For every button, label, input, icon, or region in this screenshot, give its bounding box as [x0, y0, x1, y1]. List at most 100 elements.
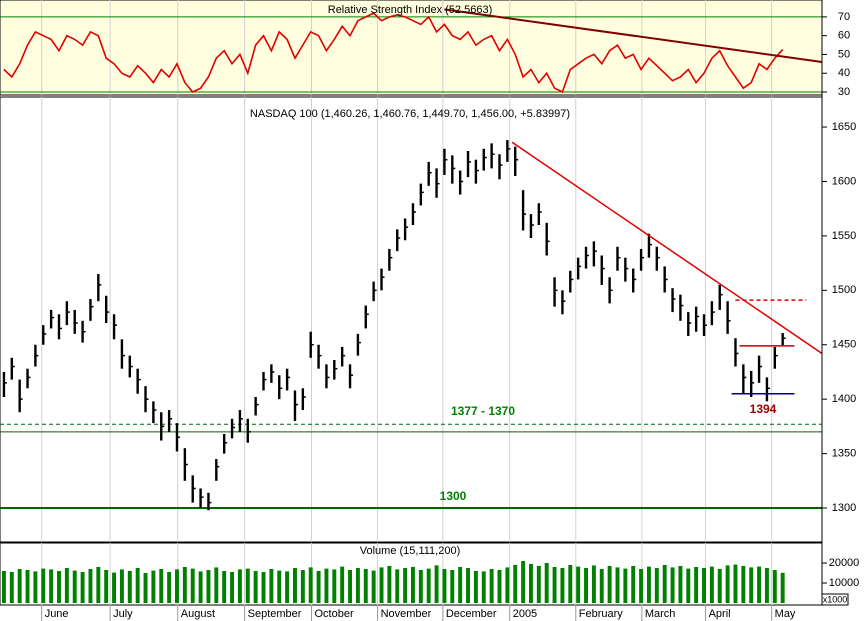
volume-bar	[33, 571, 38, 603]
volume-bar	[434, 565, 439, 603]
volume-bar	[450, 570, 455, 603]
volume-bar	[167, 572, 172, 603]
volume-bar	[725, 565, 730, 603]
volume-bar	[237, 569, 242, 603]
volume-bar	[780, 572, 785, 603]
annotation: 1394	[750, 402, 777, 416]
unit-label: x1000	[823, 594, 848, 604]
volume-bar	[57, 571, 61, 603]
y-tick-label: 1550	[832, 230, 856, 242]
volume-bar	[127, 571, 132, 603]
volume-bar	[757, 566, 762, 603]
volume-bar	[72, 570, 77, 603]
volume-bar	[190, 568, 195, 603]
volume-bar	[497, 570, 502, 603]
volume-bar	[733, 564, 738, 603]
volume-bar	[521, 561, 526, 603]
volume-bar	[528, 564, 533, 603]
volume-bar	[709, 566, 714, 603]
volume-bar	[1, 571, 6, 603]
x-tick-label: June	[45, 608, 69, 620]
x-tick-label: July	[113, 608, 133, 620]
volume-bar	[560, 568, 565, 603]
chart-title: Volume (15,111,200)	[360, 545, 461, 557]
volume-bar	[631, 566, 636, 603]
y-tick-label: 60	[838, 30, 850, 42]
volume-bar	[418, 570, 423, 603]
volume-bar	[371, 570, 376, 603]
volume-bar	[348, 570, 353, 603]
y-tick-label: 1650	[832, 121, 856, 133]
volume-bar	[584, 568, 588, 603]
y-tick-label: 70	[838, 11, 850, 23]
volume-bar	[245, 568, 250, 603]
volume-bar	[654, 568, 659, 603]
volume-bar	[473, 571, 478, 603]
volume-bar	[214, 567, 219, 603]
volume-bar	[198, 571, 203, 603]
volume-bar	[489, 569, 494, 603]
y-tick-label: 1350	[832, 448, 856, 460]
volume-bar	[88, 569, 93, 603]
volume-bar	[159, 569, 164, 603]
volume-bar	[387, 566, 392, 603]
x-tick-label: September	[248, 608, 302, 620]
y-tick-label: 1450	[832, 339, 856, 351]
x-tick-label: April	[709, 608, 731, 620]
y-tick-label: 1400	[832, 393, 856, 405]
volume-bar	[363, 569, 368, 603]
volume-bar	[576, 566, 581, 603]
volume-bar	[64, 568, 69, 603]
volume-bar	[411, 567, 415, 603]
y-tick-label: 1300	[832, 502, 856, 514]
panel-background	[0, 96, 823, 543]
volume-bar	[104, 570, 109, 603]
volume-bar	[607, 566, 612, 603]
volume-bar	[285, 571, 290, 603]
volume-bar	[749, 567, 754, 603]
volume-bar	[112, 572, 117, 603]
x-tick-label: August	[181, 608, 215, 620]
volume-bar	[513, 565, 518, 603]
volume-bar	[182, 567, 187, 603]
volume-bar	[355, 568, 360, 603]
y-tick-label: 40	[838, 67, 850, 79]
y-tick-label: 30	[838, 86, 850, 98]
volume-bar	[293, 568, 297, 603]
volume-bar	[379, 567, 384, 603]
volume-bar	[536, 566, 541, 603]
annotation: 1300	[440, 489, 467, 503]
volume-bar	[308, 567, 313, 603]
volume-bar	[552, 567, 557, 603]
volume-bar	[403, 568, 408, 603]
panel-background	[0, 0, 823, 96]
volume-bar	[269, 569, 274, 603]
volume-bar	[426, 568, 431, 603]
annotation: 1377 - 1370	[451, 404, 515, 418]
volume-bar	[143, 573, 148, 603]
volume-bar	[151, 570, 156, 603]
x-tick-label: October	[314, 608, 353, 620]
volume-bar	[230, 572, 235, 603]
volume-bar	[206, 570, 211, 603]
volume-bar	[395, 569, 400, 603]
volume-bar	[324, 568, 329, 603]
volume-bar	[119, 569, 124, 603]
volume-bar	[599, 569, 604, 603]
x-tick-label: March	[645, 608, 676, 620]
volume-bar	[702, 568, 706, 603]
volume-bar	[340, 566, 345, 603]
volume-bar	[591, 565, 596, 603]
volume-bar	[25, 570, 30, 603]
volume-bar	[686, 568, 691, 603]
y-tick-label: 1500	[832, 284, 856, 296]
volume-bar	[646, 566, 651, 603]
volume-bar	[316, 571, 321, 603]
volume-bar	[678, 566, 683, 603]
volume-bar	[9, 572, 14, 603]
volume-bar	[772, 570, 777, 603]
volume-bar	[277, 570, 282, 603]
trend-line	[444, 8, 823, 63]
x-tick-label: February	[579, 608, 624, 620]
volume-bar	[615, 567, 620, 603]
